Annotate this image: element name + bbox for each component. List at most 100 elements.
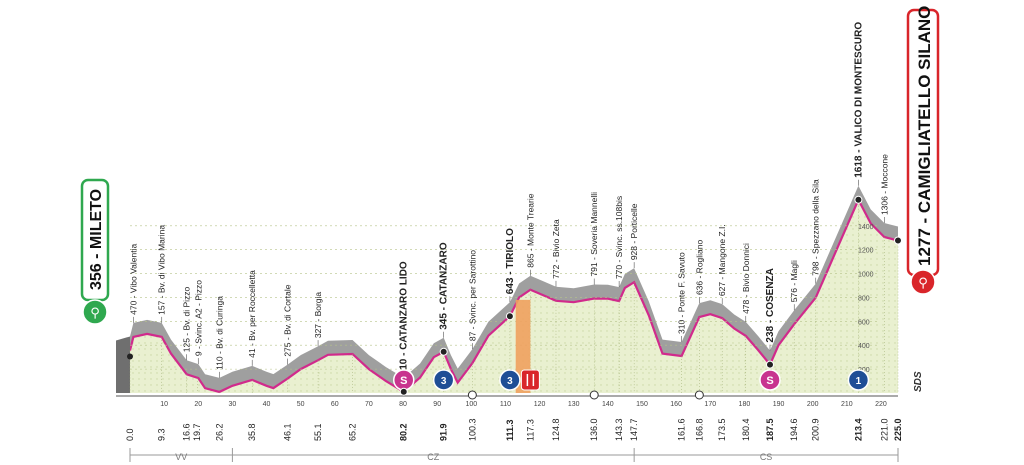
feed-zone-icon <box>694 390 704 400</box>
place-label: 798 - Spezzano della Sila <box>811 179 821 276</box>
km-marker-label: 9.3 <box>157 428 167 441</box>
place-label: 41 - Bv. per Roccelletta <box>247 270 257 358</box>
finish-badge: 1277 - CAMIGLIATELLO SILANO ⚲ <box>906 6 940 295</box>
km-marker-label: 19.7 <box>192 423 202 441</box>
elevation-tick-label: 800 <box>858 295 870 302</box>
place-label: 157 - Bv. di Vibo Marina <box>157 225 167 315</box>
bonus-sprint-icon <box>520 369 540 391</box>
km-marker-label: 100.3 <box>467 418 477 441</box>
elevation-tick-label: 400 <box>858 343 870 350</box>
km-tick-label: 70 <box>365 401 373 408</box>
finish-label: 1277 - CAMIGLIATELLO SILANO <box>915 6 934 266</box>
km-axis: 10 20 30 40 50 60 70 80 90 100 110 120 130 140 150 160 1… <box>116 395 903 441</box>
place-label: 1618 - VALICO DI MONTESCURO <box>853 22 864 178</box>
km-marker-label: 0.0 <box>125 428 135 441</box>
mountain-climb-icon <box>499 369 521 391</box>
km-tick-label: 50 <box>297 401 305 408</box>
km-tick-label: 40 <box>263 401 271 408</box>
place-label: 345 - CATANZARO <box>439 242 450 330</box>
km-tick-label: 30 <box>229 401 237 408</box>
finish-icon <box>910 269 936 295</box>
km-marker-label: 65.2 <box>348 423 358 441</box>
place-label: 327 - Borgia <box>313 292 323 339</box>
bike-icon: ⚲ <box>918 276 928 291</box>
place-label: 87 - Svinc. per Sarottino <box>467 250 477 341</box>
route-point <box>766 360 774 369</box>
km-tick-label: 90 <box>433 401 441 408</box>
province-bar: VV CZ CS <box>129 448 899 462</box>
km-marker-label: 111.3 <box>505 419 515 441</box>
province-label: VV <box>175 452 187 462</box>
start-icon <box>82 299 108 325</box>
km-tick-label: 170 <box>704 401 716 408</box>
mountain-climb-icon <box>847 369 870 391</box>
place-label: 643 - TIRIOLO <box>505 228 516 294</box>
km-marker-label: 161.6 <box>677 418 687 441</box>
km-marker-label: 46.1 <box>282 423 292 441</box>
place-label: 627 - Mangone Z.I. <box>717 224 727 296</box>
sprint-icon-label: S <box>400 375 407 387</box>
route-point <box>854 195 863 204</box>
place-label: 770 - Svinc. ss.108bis <box>614 196 624 279</box>
km-tick-label: 190 <box>773 401 785 408</box>
place-label: 478 - Bivio Donnici <box>741 243 751 314</box>
place-label: 9 - Svinc. A2 - Pizzo <box>193 280 203 356</box>
route-point <box>399 387 408 396</box>
km-marker-label: 117.3 <box>525 419 535 441</box>
elevation-tick-label: 1400 <box>858 224 874 231</box>
start-point <box>127 353 133 360</box>
route-point <box>505 312 514 321</box>
km-tick-label: 200 <box>807 401 819 408</box>
km-marker-label: 147.7 <box>629 418 639 441</box>
km-tick-label: 100 <box>465 401 477 408</box>
brand-logo: SDS <box>913 371 924 392</box>
mountain-climb-icon <box>432 369 455 391</box>
place-label: 310 - Ponte F. Savuto <box>677 252 687 334</box>
km-tick-label: 110 <box>500 401 511 408</box>
km-marker-label: 143.3 <box>614 418 624 441</box>
climb-category-label: 3 <box>507 376 513 387</box>
place-label: 10 - CATANZARO LIDO <box>399 261 410 370</box>
start-label: 356 - MILETO <box>88 189 105 290</box>
profile-start-wall <box>116 336 130 393</box>
km-tick-label: 180 <box>739 401 751 408</box>
place-label: 470 - Vibo Valentia <box>128 244 138 315</box>
km-tick-label: 150 <box>636 401 648 408</box>
km-marker-label: 173.5 <box>717 418 727 441</box>
km-tick-label: 140 <box>602 401 614 408</box>
feed-zone-icon <box>467 390 477 400</box>
place-label: 636 - Rogliano <box>694 239 704 295</box>
sprint-icon <box>759 369 781 391</box>
km-marker-label: 200.9 <box>811 418 821 441</box>
place-label: 238 - COSENZA <box>765 268 776 342</box>
bike-icon: ⚲ <box>90 306 100 321</box>
province-label: CZ <box>427 452 439 462</box>
sprint-icon-label: S <box>766 375 773 387</box>
km-marker-label: 221.0 <box>879 418 889 441</box>
finish-point <box>894 236 902 245</box>
km-marker-label: 194.6 <box>789 418 799 441</box>
place-label: 125 - Bv. di Pizzo <box>182 286 192 352</box>
km-tick-label: 10 <box>160 401 168 408</box>
km-marker-label: 91.9 <box>439 423 449 441</box>
km-marker-label: 166.8 <box>694 418 704 441</box>
place-labels: 470 - Vibo Valentia 157 - Bv. di Vibo Mar… <box>128 22 889 378</box>
km-tick-label: 130 <box>568 401 580 408</box>
km-tick-label: 20 <box>194 401 202 408</box>
km-tick-label: 160 <box>670 401 682 408</box>
feed-zone-icon <box>589 390 599 400</box>
place-label: 791 - Soveria Mannelli <box>589 192 599 277</box>
km-marker-label: 26.2 <box>214 423 224 441</box>
elevation-tick-label: 1200 <box>858 248 874 255</box>
km-tick-label: 210 <box>841 401 853 408</box>
place-label: 1306 - Moccone <box>879 154 889 215</box>
km-marker-label: 136.0 <box>589 418 599 441</box>
place-label: 576 - Magli <box>789 260 799 302</box>
climb-category-label: 1 <box>856 376 862 387</box>
km-tick-label: 60 <box>331 401 339 408</box>
elevation-tick-label: 200 <box>858 367 870 374</box>
km-tick-label: 120 <box>534 401 546 408</box>
place-label: 928 - Porticelle <box>629 203 639 260</box>
km-tick-label: 220 <box>875 401 887 408</box>
